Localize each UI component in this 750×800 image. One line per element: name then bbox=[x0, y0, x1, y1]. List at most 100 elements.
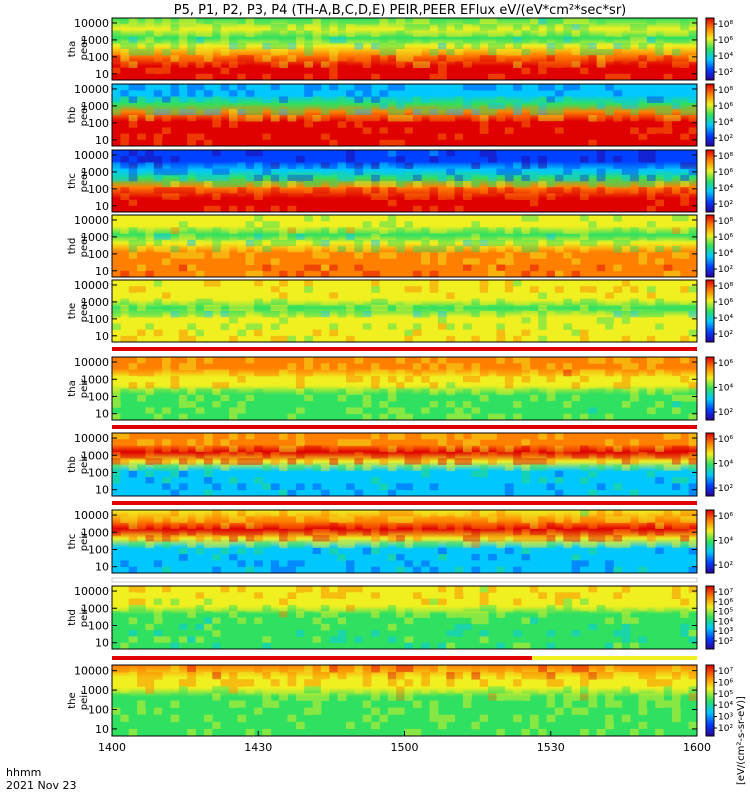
date-label: 2021 Nov 23 bbox=[6, 779, 76, 792]
colorbar-tick-label: 10⁷ bbox=[718, 588, 733, 598]
panel-probe-label: thd bbox=[67, 238, 78, 255]
y-tick-label: 10000 bbox=[74, 83, 109, 96]
spectrogram-texture bbox=[112, 280, 698, 343]
colorbar-tick-label: 10⁴ bbox=[718, 384, 733, 394]
y-tick-label: 10 bbox=[95, 134, 109, 147]
colorbar-tick-label: 10² bbox=[718, 561, 733, 571]
spectrogram-thd-peir bbox=[112, 586, 697, 649]
y-tick-label: 100 bbox=[88, 51, 109, 64]
colorbar-thc-peer bbox=[705, 149, 715, 213]
y-tick-label: 1000 bbox=[81, 602, 109, 615]
y-tick-label: 100 bbox=[88, 183, 109, 196]
y-tick-label: 1000 bbox=[81, 34, 109, 47]
panel-probe-label: thc bbox=[67, 534, 78, 550]
spectrogram-texture bbox=[112, 357, 698, 421]
panels-layer: 10000 1000 100 10 tha peer 10⁸ 10⁶ 10⁴ 10² 10000 10… bbox=[67, 17, 733, 737]
y-tick-label: 10 bbox=[95, 330, 109, 343]
y-tick-label: 1000 bbox=[81, 296, 109, 309]
x-tick-label: 1500 bbox=[391, 741, 419, 754]
x-tick-label: 1430 bbox=[244, 741, 272, 754]
colorbar-thb-peir bbox=[705, 432, 715, 497]
colorbar-tick-label: 10⁴ bbox=[718, 184, 733, 194]
colorbar-tick-label: 10⁸ bbox=[718, 20, 733, 30]
y-tick-label: 10 bbox=[95, 561, 109, 574]
panel-tha-peir: 10000 1000 100 10 tha peir 10⁶ 10⁴ 10² bbox=[67, 356, 733, 421]
colorbar-tick-label: 10⁶ bbox=[718, 36, 733, 46]
colorbar-tick-label: 10² bbox=[718, 68, 733, 78]
y-tick-label: 100 bbox=[88, 703, 109, 716]
y-tick-label: 100 bbox=[88, 248, 109, 261]
colorbar-thd-peir bbox=[705, 585, 715, 650]
spectrogram-thc-peir bbox=[112, 510, 697, 573]
y-tick-label: 10000 bbox=[74, 356, 109, 369]
colorbar-tick-label: 10⁶ bbox=[718, 298, 733, 308]
colorbar-tick-label: 10³ bbox=[718, 713, 733, 723]
y-tick-label: 10 bbox=[95, 408, 109, 421]
spectrogram-the-peir bbox=[112, 665, 697, 736]
colorbar-tick-label: 10⁴ bbox=[718, 617, 733, 627]
colorbar-the-peer bbox=[705, 279, 715, 343]
y-tick-label: 10 bbox=[95, 68, 109, 81]
colorbar-tick-label: 10⁶ bbox=[718, 598, 733, 608]
colorbar-tick-label: 10³ bbox=[718, 627, 733, 637]
panel-tha-peer: 10000 1000 100 10 tha peer 10⁸ 10⁶ 10⁴ 10² bbox=[67, 17, 733, 81]
colorbar-tick-label: 10⁸ bbox=[718, 282, 733, 292]
y-tick-label: 10000 bbox=[74, 509, 109, 522]
state-stripe bbox=[532, 656, 697, 660]
colorbar-tha-peir bbox=[705, 356, 715, 421]
panel-probe-label: thd bbox=[67, 609, 78, 626]
spectrogram-tha-peir bbox=[112, 357, 697, 420]
y-tick-label: 100 bbox=[88, 466, 109, 479]
panel-instrument-label: peir bbox=[79, 531, 90, 551]
colorbar-tick-label: 10² bbox=[718, 330, 733, 340]
spectrogram-tha-peer bbox=[112, 18, 697, 80]
y-tick-label: 100 bbox=[88, 619, 109, 632]
panel-probe-label: tha bbox=[67, 380, 78, 396]
colorbar-tick-label: 10⁸ bbox=[718, 217, 733, 227]
spectrogram-thb-peir bbox=[112, 433, 697, 496]
spectrogram-texture bbox=[112, 510, 698, 574]
colorbar-tick-label: 10² bbox=[718, 637, 733, 647]
colorbar-thd-peer bbox=[705, 214, 715, 278]
x-tick-label: 1400 bbox=[98, 741, 126, 754]
spectrogram-thd-peer bbox=[112, 215, 697, 277]
y-tick-label: 10 bbox=[95, 200, 109, 213]
state-stripe bbox=[112, 425, 697, 429]
state-stripe bbox=[112, 347, 697, 351]
spectrogram-texture bbox=[112, 215, 698, 278]
colorbar-the-peir bbox=[705, 664, 715, 737]
x-tick-label: 1600 bbox=[683, 741, 711, 754]
y-tick-label: 1000 bbox=[81, 231, 109, 244]
spectrogram-thb-peer bbox=[112, 84, 697, 146]
colorbar-tick-label: 10⁴ bbox=[718, 118, 733, 128]
colorbar-tick-label: 10⁶ bbox=[718, 102, 733, 112]
y-tick-label: 10000 bbox=[74, 17, 109, 30]
y-tick-label: 1000 bbox=[81, 166, 109, 179]
y-tick-label: 100 bbox=[88, 313, 109, 326]
colorbar-thb-peer bbox=[705, 83, 715, 147]
colorbar-tick-label: 10⁵ bbox=[718, 690, 733, 700]
y-tick-label: 1000 bbox=[81, 684, 109, 697]
panel-thb-peir: 10000 1000 100 10 thb peir 10⁶ 10⁴ 10² bbox=[67, 432, 733, 497]
colorbar-tick-label: 10² bbox=[718, 724, 733, 734]
colorbar-tick-label: 10⁶ bbox=[718, 359, 733, 369]
panel-instrument-label: peir bbox=[79, 454, 90, 474]
x-tick-label: 1530 bbox=[537, 741, 565, 754]
y-tick-label: 1000 bbox=[81, 373, 109, 386]
colorbar-tick-label: 10² bbox=[718, 265, 733, 275]
colorbar-tick-label: 10² bbox=[718, 484, 733, 494]
y-tick-label: 10000 bbox=[74, 665, 109, 678]
colorbar-tick-label: 10² bbox=[718, 134, 733, 144]
y-tick-label: 1000 bbox=[81, 449, 109, 462]
spectrogram-thc-peer bbox=[112, 150, 697, 212]
y-tick-label: 10000 bbox=[74, 149, 109, 162]
colorbar-thc-peir bbox=[705, 509, 715, 574]
y-tick-label: 1000 bbox=[81, 526, 109, 539]
spectrogram-the-peer bbox=[112, 280, 697, 342]
panel-instrument-label: peer bbox=[79, 169, 90, 193]
y-tick-label: 10 bbox=[95, 265, 109, 278]
y-tick-label: 10000 bbox=[74, 585, 109, 598]
